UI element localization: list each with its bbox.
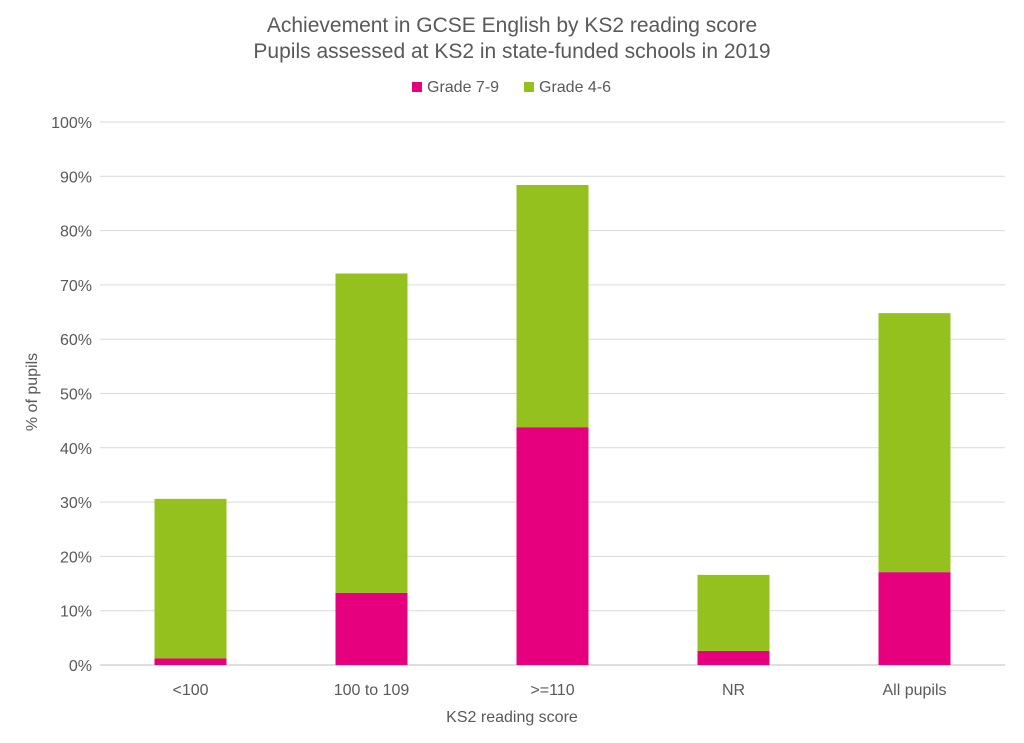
legend-label-grade-4-6: Grade 4-6 bbox=[539, 79, 611, 96]
legend: Grade 7-9 Grade 4-6 bbox=[412, 79, 611, 96]
y-tick-label: 100% bbox=[51, 115, 92, 132]
y-tick-label: 10% bbox=[60, 604, 92, 621]
bar-segment-grade-4-6 bbox=[697, 574, 770, 651]
bar-segment-grade-7-9 bbox=[335, 592, 408, 665]
x-tick-label: <100 bbox=[172, 682, 208, 699]
y-tick-label: 50% bbox=[60, 387, 92, 404]
bar-segment-grade-4-6 bbox=[516, 184, 589, 428]
bars bbox=[154, 184, 951, 665]
x-tick-label: >=110 bbox=[530, 682, 574, 699]
y-tick-label: 30% bbox=[60, 495, 92, 512]
bar-segment-grade-4-6 bbox=[154, 498, 227, 659]
y-tick-label: 40% bbox=[60, 441, 92, 458]
legend-label-grade-7-9: Grade 7-9 bbox=[427, 79, 499, 96]
y-tick-label: 0% bbox=[69, 658, 92, 675]
y-tick-labels: 0% 10% 20% 30% 40% 50% 60% 70% 80% 90% 100% bbox=[51, 115, 92, 675]
chart-title: Achievement in GCSE English by KS2 readi… bbox=[267, 14, 757, 37]
y-tick-label: 60% bbox=[60, 332, 92, 349]
chart-subtitle: Pupils assessed at KS2 in state-funded s… bbox=[253, 40, 770, 63]
x-axis-title: KS2 reading score bbox=[446, 709, 578, 726]
y-axis-title: % of pupils bbox=[24, 353, 41, 431]
y-tick-label: 70% bbox=[60, 278, 92, 295]
legend-swatch-grade-4-6 bbox=[524, 82, 534, 92]
bar-segment-grade-7-9 bbox=[516, 427, 589, 665]
bar-segment-grade-7-9 bbox=[154, 658, 227, 665]
bar-segment-grade-4-6 bbox=[878, 313, 951, 573]
x-tick-labels: <100 100 to 109 >=110 NR All pupils bbox=[172, 682, 946, 699]
x-tick-label: All pupils bbox=[882, 682, 946, 699]
bar-segment-grade-7-9 bbox=[878, 572, 951, 665]
bar-segment-grade-7-9 bbox=[697, 650, 770, 665]
legend-swatch-grade-7-9 bbox=[412, 82, 422, 92]
y-tick-label: 80% bbox=[60, 224, 92, 241]
y-tick-label: 90% bbox=[60, 169, 92, 186]
x-tick-label: NR bbox=[722, 682, 745, 699]
bar-segment-grade-4-6 bbox=[335, 273, 408, 593]
x-tick-label: 100 to 109 bbox=[334, 682, 410, 699]
y-tick-label: 20% bbox=[60, 549, 92, 566]
